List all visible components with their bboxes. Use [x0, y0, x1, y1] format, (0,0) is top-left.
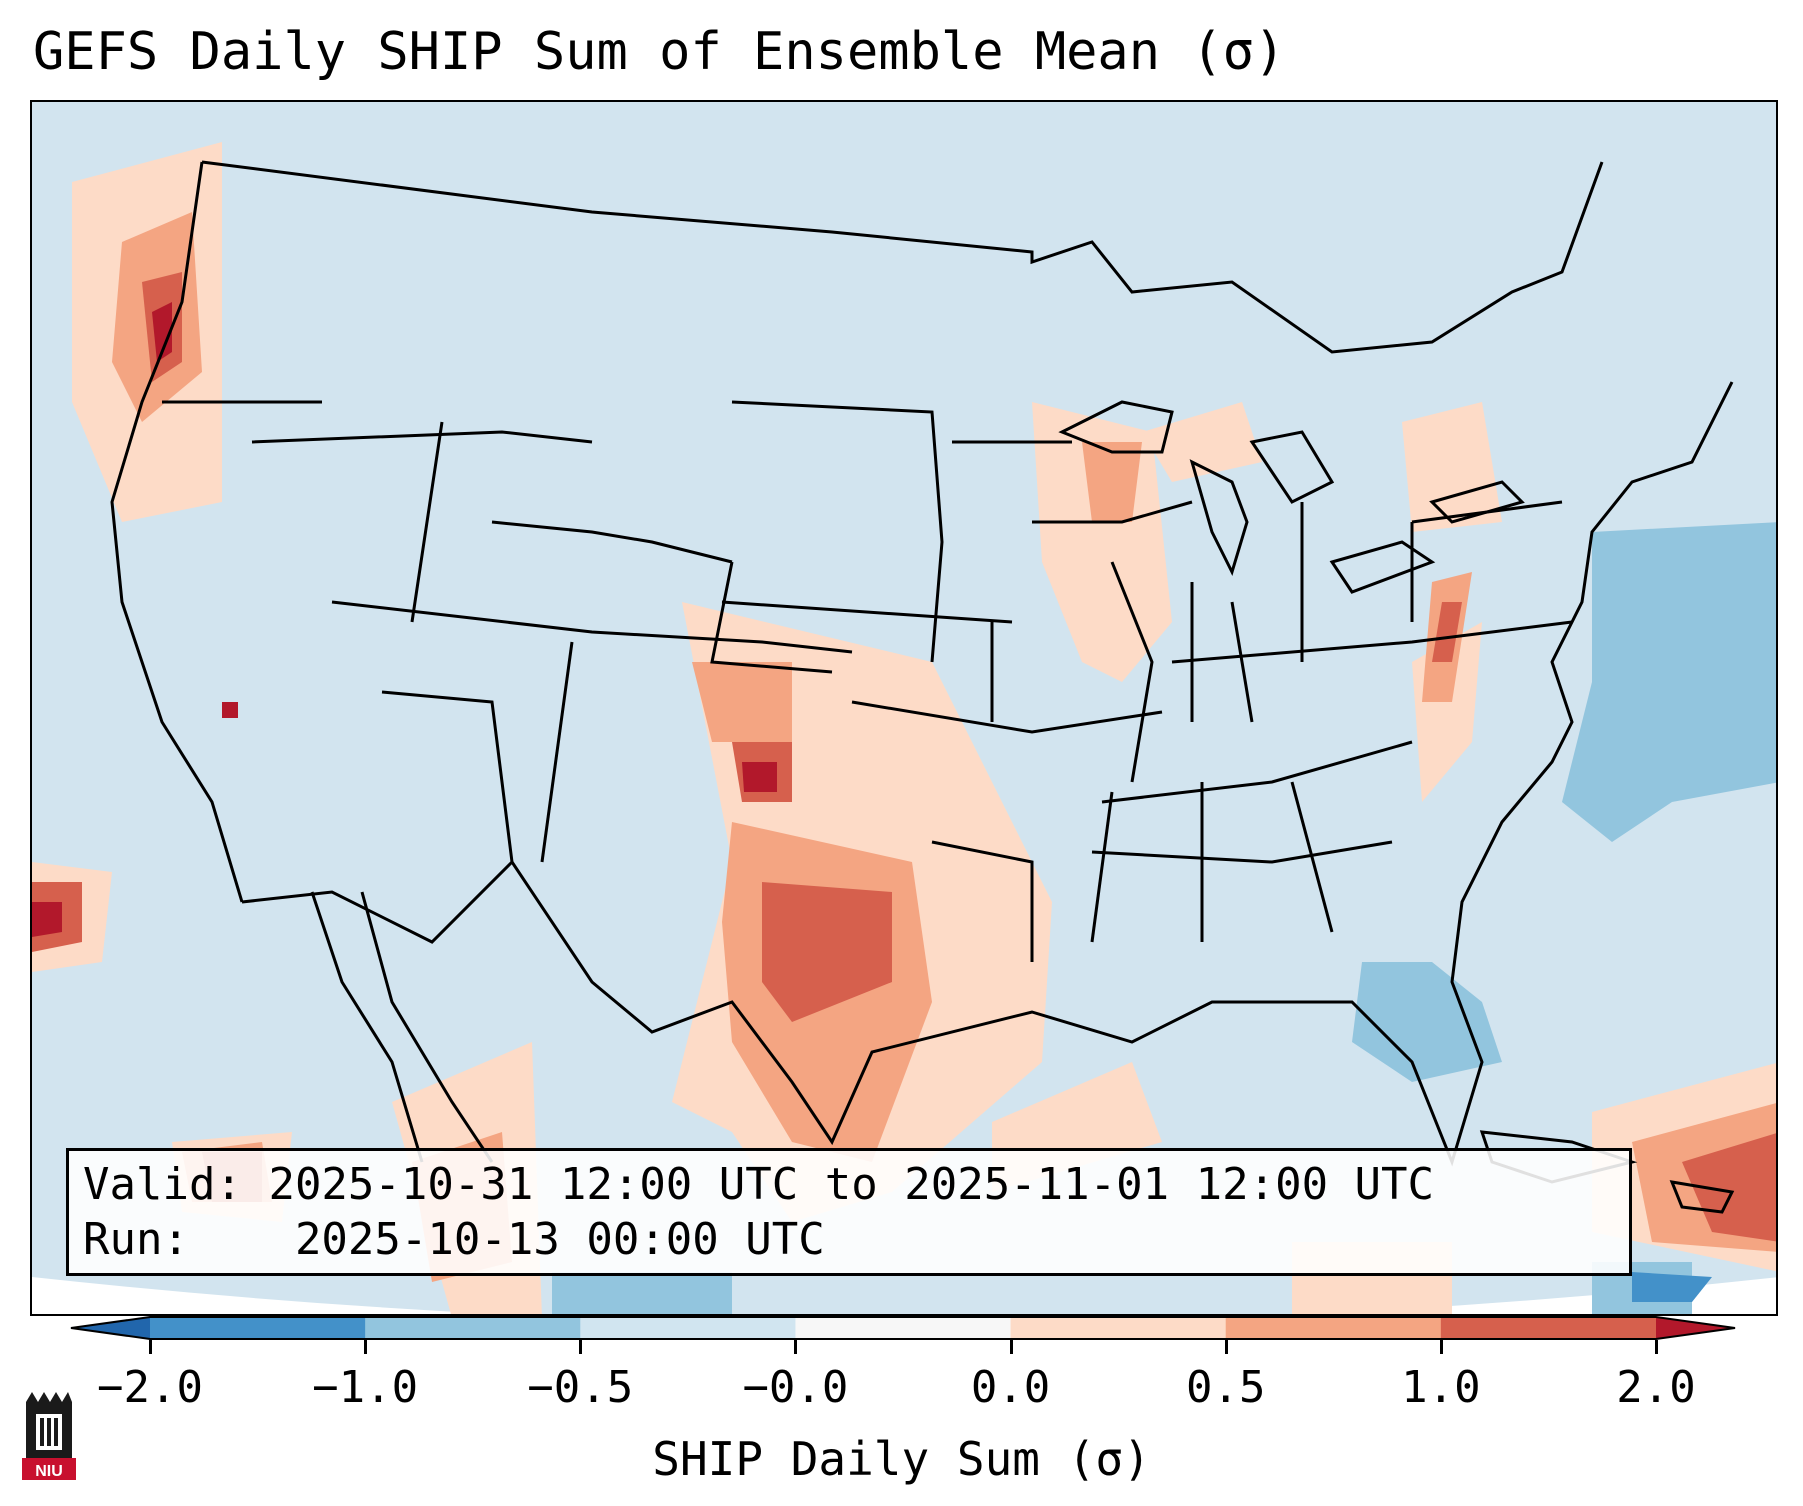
- run-label: Run:: [83, 1214, 189, 1265]
- valid-run-info-box: Valid: 2025-10-31 12:00 UTC to 2025-11-0…: [66, 1148, 1632, 1276]
- colorbar-tick: [1655, 1340, 1658, 1354]
- colorbar-tick-label: −0.0: [742, 1362, 849, 1413]
- colorbar-bin: [1010, 1317, 1227, 1339]
- colorbar-over-arrow: [1656, 1317, 1736, 1339]
- colorbar-tick-label: −2.0: [97, 1362, 203, 1413]
- colorbar-bin: [580, 1317, 796, 1339]
- colorbar-tick-label: 0.0: [970, 1362, 1051, 1413]
- colorbar-bin: [150, 1317, 366, 1339]
- colorbar-tick-label: 0.5: [1185, 1362, 1266, 1413]
- colorbar-bin: [1440, 1317, 1657, 1339]
- colorbar-bin: [365, 1317, 581, 1339]
- colorbar-bin: [795, 1317, 1012, 1339]
- anomaly-medium-negative: [1632, 1272, 1712, 1302]
- anomaly-extreme-positive: [32, 302, 777, 937]
- colorbar-tick-label: −1.0: [312, 1362, 419, 1413]
- colorbar-tick: [1439, 1340, 1443, 1354]
- colorbar-tick: [794, 1340, 798, 1354]
- logo-text: NIU: [35, 1463, 63, 1480]
- colorbar-tick-label: 2.0: [1616, 1362, 1696, 1413]
- colorbar-outline: [70, 1316, 1736, 1340]
- colorbar-tick: [149, 1340, 152, 1354]
- colorbar-tick-label: −0.5: [527, 1362, 634, 1413]
- map-title: GEFS Daily SHIP Sum of Ensemble Mean (σ): [33, 22, 1286, 82]
- map-canvas: [32, 102, 1776, 1314]
- colorbar-tick-label: 1.0: [1401, 1362, 1481, 1413]
- map-panel: [30, 100, 1778, 1316]
- colorbar-tick: [1009, 1340, 1013, 1354]
- valid-label: Valid:: [83, 1159, 242, 1210]
- colorbar-tick: [364, 1340, 368, 1354]
- colorbar-bin: [1225, 1317, 1442, 1339]
- niu-logo: NIU: [22, 1392, 76, 1480]
- colorbar: [70, 1316, 1736, 1340]
- colorbar-under-arrow: [70, 1317, 150, 1339]
- colorbar-ticks: −2.0 −1.0 −0.5 −0.0 0.0 0.5 1.0 2.0: [0, 1340, 1803, 1413]
- run-time: 2025-10-13 00:00 UTC: [294, 1214, 825, 1265]
- colorbar-label: SHIP Daily Sum (σ): [652, 1432, 1151, 1486]
- colorbar-tick: [579, 1340, 583, 1354]
- valid-time-range: 2025-10-31 12:00 UTC to 2025-11-01 12:00…: [268, 1159, 1435, 1210]
- colorbar-tick: [1224, 1340, 1228, 1354]
- logo-crenellation: [26, 1392, 72, 1402]
- logo-badge: [22, 1458, 76, 1480]
